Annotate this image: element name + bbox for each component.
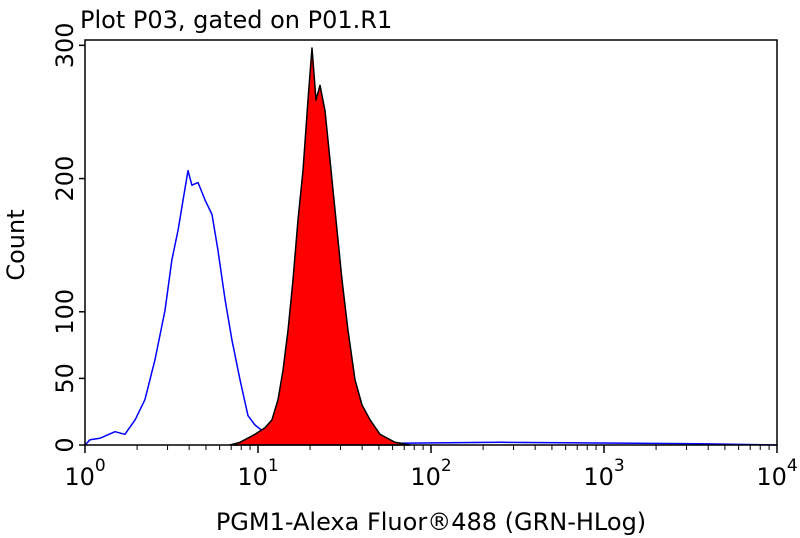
x-tick-exponent: 3 xyxy=(614,456,625,476)
x-tick-exponent: 1 xyxy=(268,456,279,476)
x-tick-base: 10 xyxy=(756,463,787,491)
plot-frame xyxy=(84,39,778,446)
y-tick-label: 200 xyxy=(51,156,79,202)
x-tick-exponent: 4 xyxy=(787,456,798,476)
x-tick-label: 100 xyxy=(64,456,105,491)
y-axis-label: Count xyxy=(2,209,30,280)
y-tick-label: 300 xyxy=(51,22,79,68)
x-tick-exponent: 0 xyxy=(95,456,106,476)
x-tick-label: 102 xyxy=(410,456,451,491)
y-tick-label: 0 xyxy=(51,437,79,452)
x-tick-label: 104 xyxy=(756,456,797,491)
y-tick-label: 100 xyxy=(51,289,79,335)
histogram-area xyxy=(229,47,411,446)
y-tick-label: 50 xyxy=(51,363,79,394)
x-tick-label: 101 xyxy=(237,456,278,491)
x-tick-base: 10 xyxy=(410,463,441,491)
x-axis-label: PGM1-Alexa Fluor®488 (GRN-HLog) xyxy=(216,508,646,536)
x-tick-base: 10 xyxy=(64,463,95,491)
x-tick-base: 10 xyxy=(237,463,268,491)
x-tick-exponent: 2 xyxy=(441,456,452,476)
chart-title: Plot P03, gated on P01.R1 xyxy=(80,6,392,34)
x-tick-base: 10 xyxy=(583,463,614,491)
histogram-line xyxy=(84,169,778,446)
x-tick-label: 103 xyxy=(583,456,624,491)
